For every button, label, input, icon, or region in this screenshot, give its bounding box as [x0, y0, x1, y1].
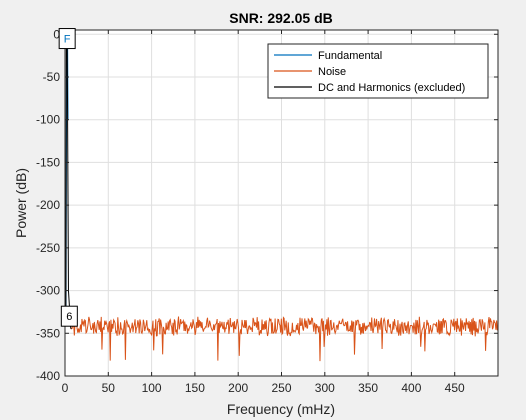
ticks: 0 50 100 150 200 250 300 350 400 450 0 -50 -100 -150 -… [36, 27, 498, 395]
annotation-label: 6 [66, 311, 72, 323]
x-tick-label: 50 [102, 381, 116, 395]
chart-title: SNR: 292.05 dB [229, 10, 332, 26]
annotation-label: F [64, 34, 71, 46]
x-axis-label: Frequency (mHz) [227, 401, 335, 417]
y-tick-label: -150 [36, 155, 60, 169]
legend-entry: DC and Harmonics (excluded) [318, 82, 465, 94]
x-tick-label: 350 [358, 381, 378, 395]
series-line-noise [69, 316, 499, 362]
y-tick-label: -400 [36, 369, 60, 383]
y-axis-label: Power (dB) [13, 168, 29, 238]
y-tick-label: -350 [36, 326, 60, 340]
annotation-box [60, 305, 78, 327]
x-tick-label: 200 [228, 381, 248, 395]
legend: Fundamental Noise DC and Harmonics (exclud… [267, 43, 489, 99]
x-tick-label: 250 [271, 381, 291, 395]
annotation-box [58, 28, 76, 50]
x-tick-label: 400 [401, 381, 421, 395]
legend-entry: Fundamental [318, 50, 382, 62]
legend-entry: Noise [318, 66, 346, 78]
x-tick-label: 450 [445, 381, 465, 395]
x-tick-label: 0 [62, 381, 69, 395]
y-tick-label: -200 [36, 198, 60, 212]
y-tick-label: -50 [43, 70, 61, 84]
y-tick-label: -300 [36, 284, 60, 298]
y-tick-label: -250 [36, 241, 60, 255]
x-tick-label: 150 [185, 381, 205, 395]
x-tick-label: 100 [142, 381, 162, 395]
annotations: F6 [58, 28, 78, 327]
y-tick-label: -100 [36, 113, 60, 127]
x-tick-label: 300 [315, 381, 335, 395]
y-tick-label: 0 [53, 27, 60, 41]
